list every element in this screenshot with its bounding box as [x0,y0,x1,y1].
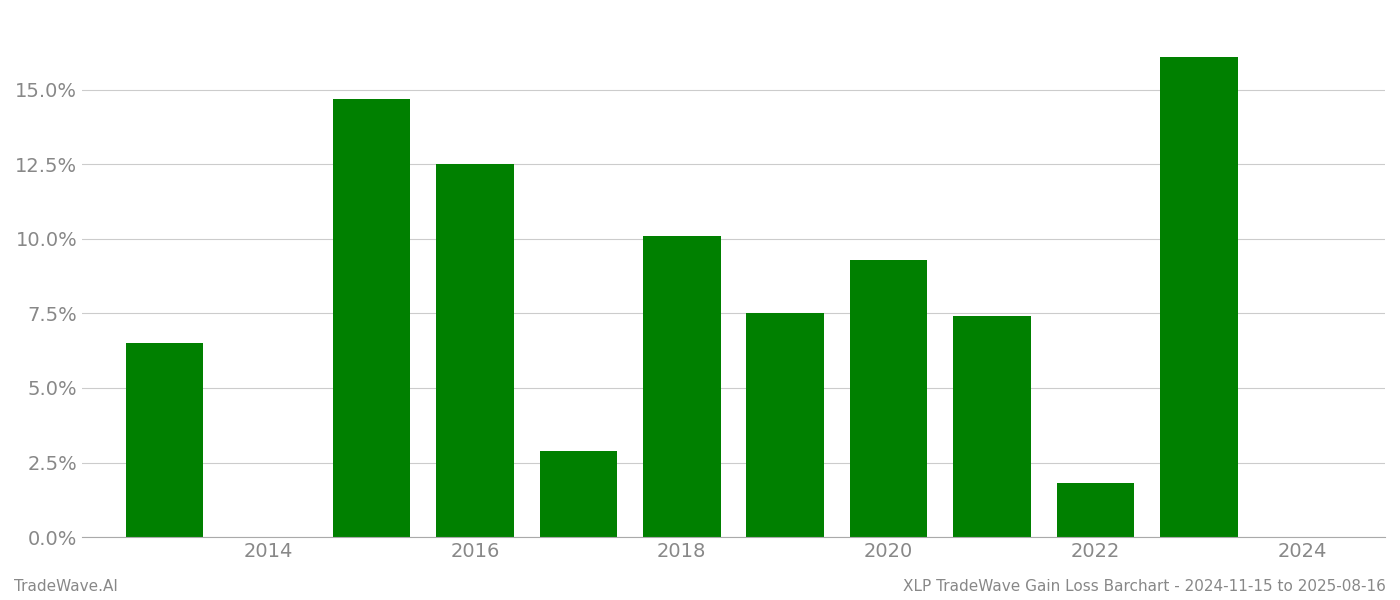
Text: TradeWave.AI: TradeWave.AI [14,579,118,594]
Bar [850,260,927,537]
Bar [1161,57,1238,537]
Bar [746,313,825,537]
Bar [643,236,721,537]
Text: XLP TradeWave Gain Loss Barchart - 2024-11-15 to 2025-08-16: XLP TradeWave Gain Loss Barchart - 2024-… [903,579,1386,594]
Bar [333,98,410,537]
Bar [539,451,617,537]
Bar [1057,484,1134,537]
Bar [953,316,1030,537]
Bar [437,164,514,537]
Bar [126,343,203,537]
